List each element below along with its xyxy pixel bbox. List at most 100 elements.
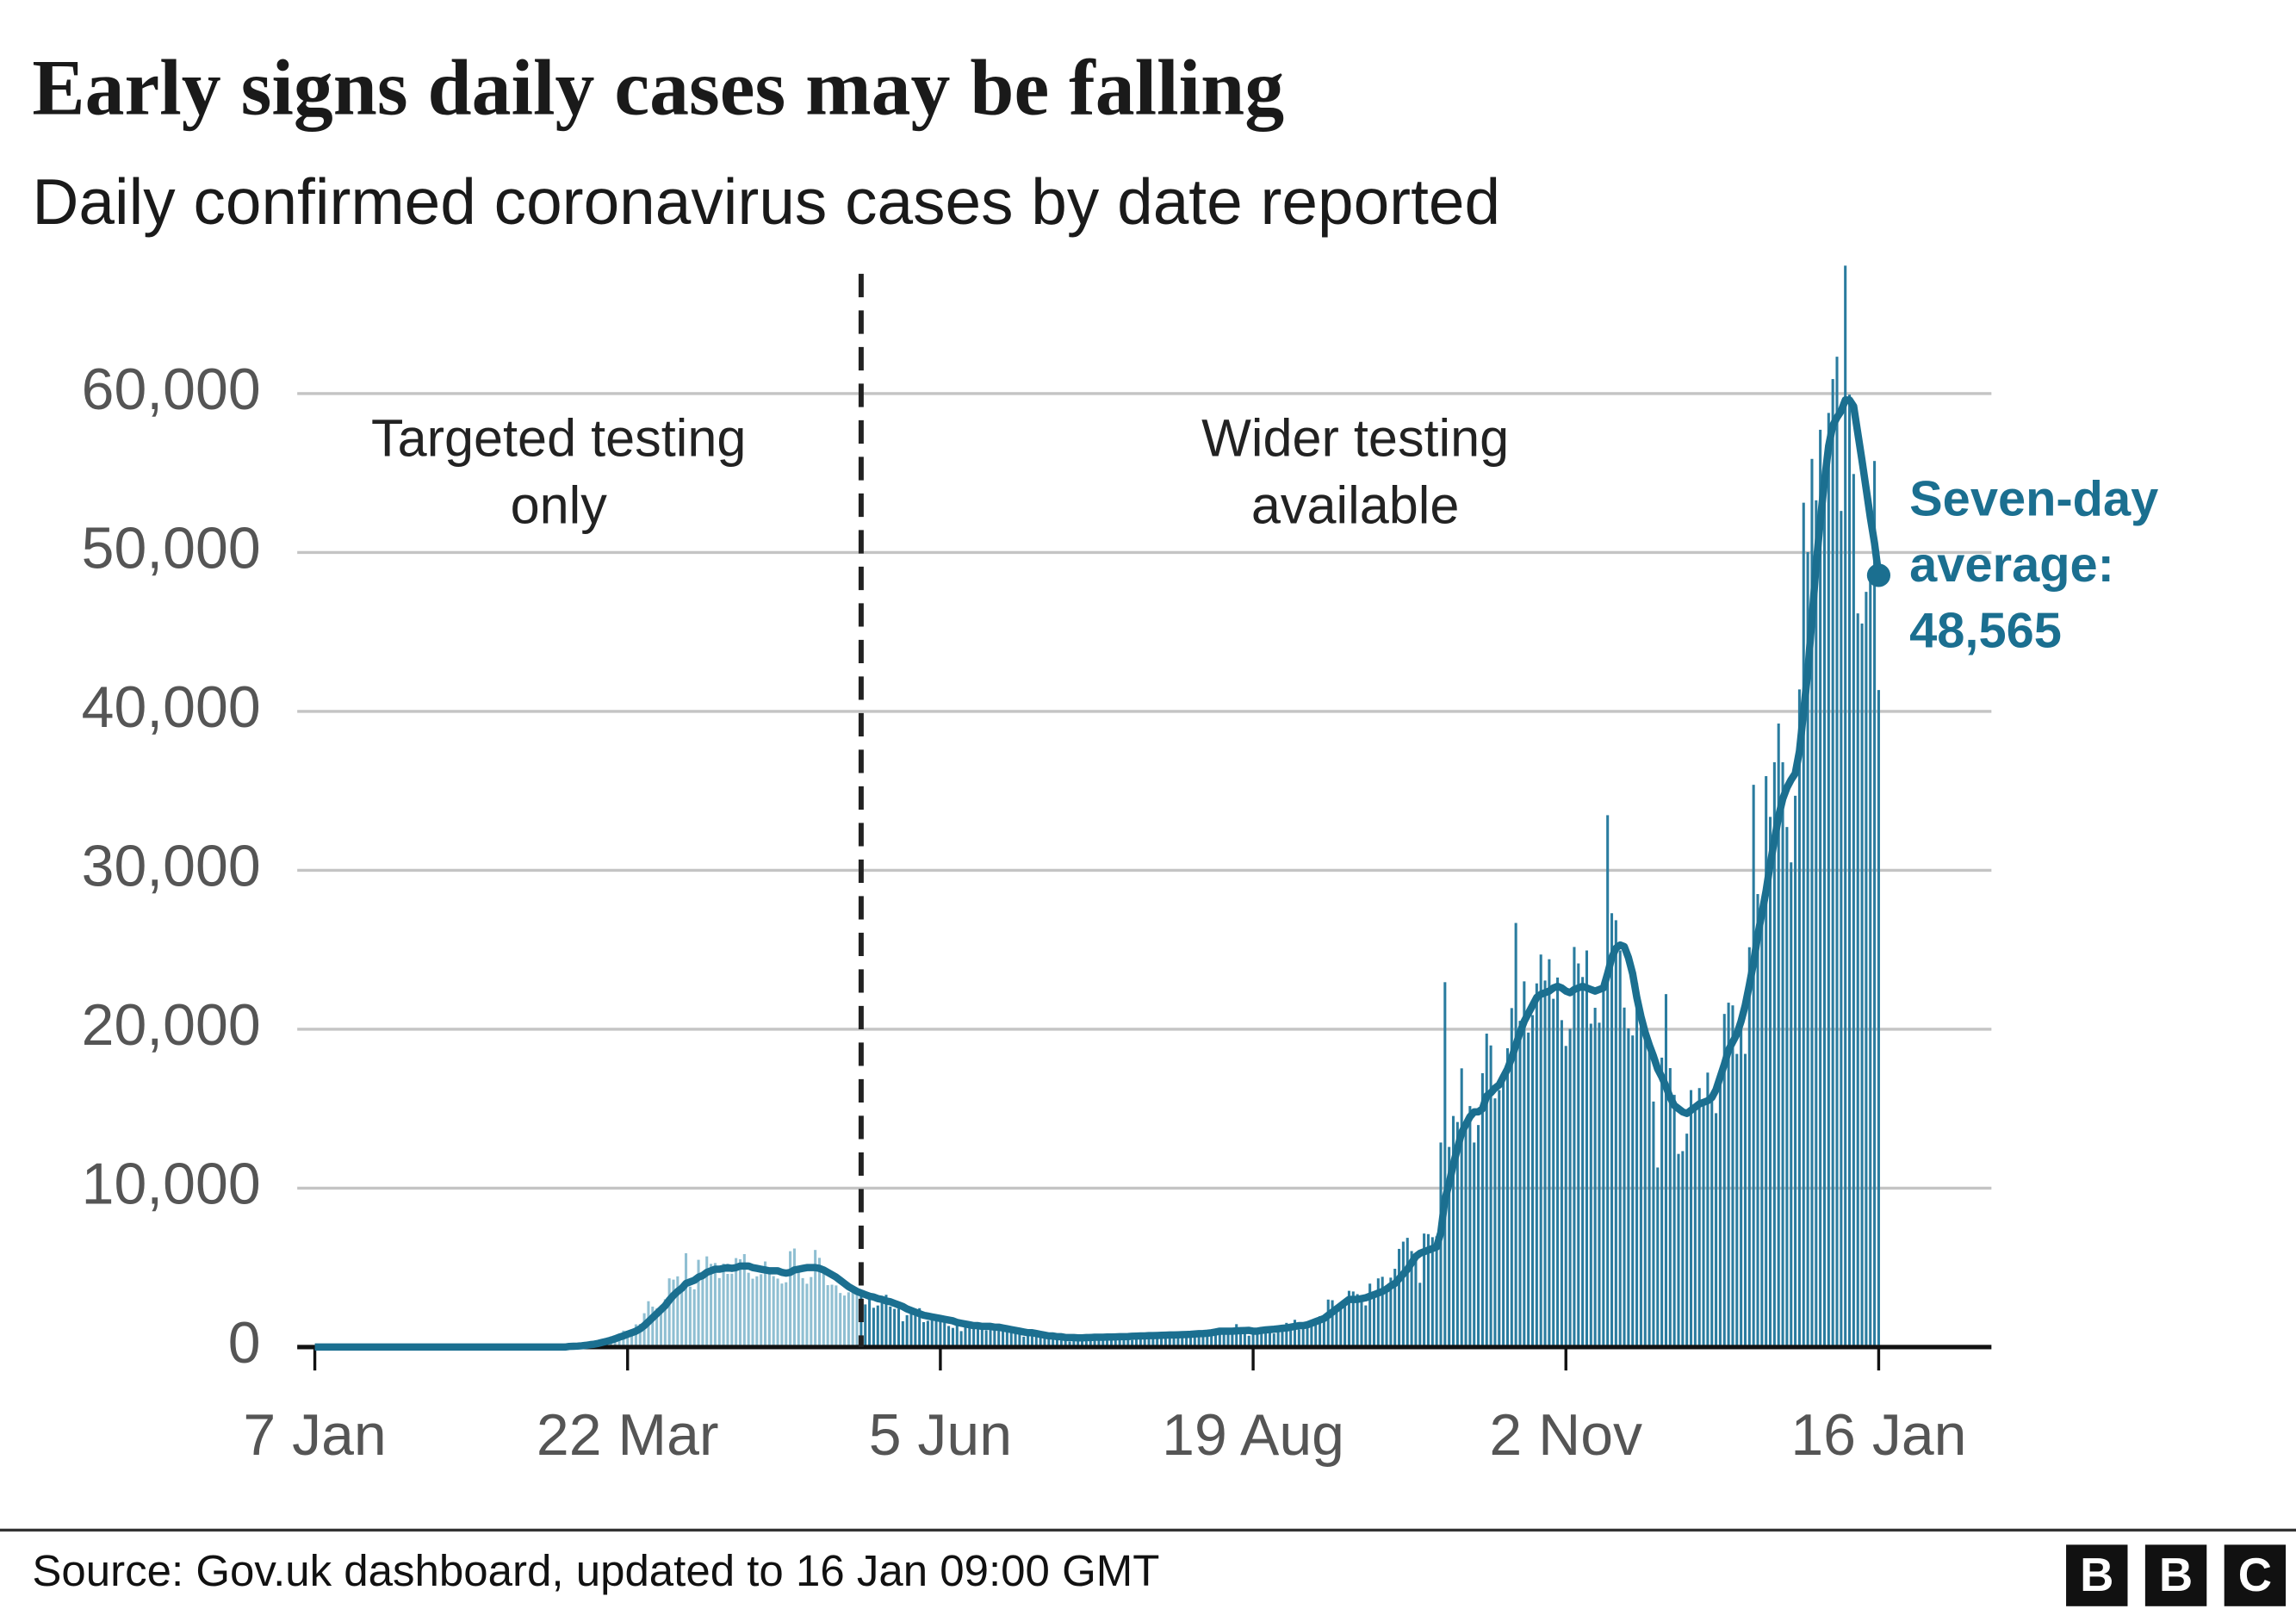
annotation: Wider testing bbox=[1201, 409, 1509, 468]
bar bbox=[1543, 980, 1547, 1347]
average-label: Seven-day bbox=[1909, 471, 2158, 526]
bar bbox=[1693, 1110, 1697, 1347]
bar bbox=[1039, 1333, 1042, 1347]
bar bbox=[1635, 983, 1639, 1347]
bar bbox=[1235, 1324, 1238, 1347]
bar bbox=[676, 1276, 679, 1347]
bar bbox=[763, 1261, 767, 1347]
y-tick-label: 10,000 bbox=[82, 1151, 261, 1216]
bar bbox=[672, 1279, 675, 1347]
bar bbox=[1306, 1326, 1309, 1347]
bar bbox=[1518, 1021, 1522, 1347]
bar bbox=[1743, 1053, 1747, 1347]
bar bbox=[1414, 1256, 1418, 1347]
bar bbox=[1243, 1330, 1246, 1347]
bar bbox=[1239, 1330, 1243, 1347]
bar bbox=[789, 1251, 792, 1347]
bar bbox=[1168, 1333, 1171, 1347]
bar bbox=[1160, 1334, 1164, 1347]
bar bbox=[1873, 461, 1877, 1347]
bar bbox=[1081, 1339, 1084, 1347]
bar bbox=[1364, 1305, 1368, 1347]
bar bbox=[1398, 1248, 1401, 1347]
bar bbox=[1030, 1331, 1033, 1347]
bar bbox=[872, 1308, 875, 1347]
bar bbox=[1485, 1034, 1488, 1347]
bar bbox=[1156, 1336, 1159, 1347]
bar bbox=[1697, 1088, 1701, 1347]
bar bbox=[1331, 1300, 1334, 1347]
bar bbox=[980, 1326, 984, 1347]
bar bbox=[1505, 1048, 1509, 1347]
bar bbox=[1064, 1339, 1067, 1347]
bar bbox=[730, 1273, 734, 1347]
bar bbox=[1585, 950, 1588, 1347]
bar bbox=[1134, 1338, 1139, 1347]
bar bbox=[922, 1321, 926, 1347]
bar bbox=[1489, 1045, 1492, 1347]
bar bbox=[930, 1317, 934, 1347]
bar bbox=[1052, 1338, 1055, 1347]
bar bbox=[1301, 1324, 1305, 1347]
bar bbox=[1685, 1134, 1689, 1347]
bar bbox=[692, 1289, 696, 1347]
bar bbox=[1502, 1077, 1505, 1347]
bar bbox=[1527, 1032, 1530, 1347]
bar bbox=[1385, 1284, 1388, 1347]
bar bbox=[1077, 1337, 1080, 1347]
bar bbox=[1222, 1331, 1226, 1347]
bar bbox=[1143, 1334, 1146, 1347]
bar bbox=[1406, 1238, 1409, 1347]
bar bbox=[1260, 1330, 1263, 1347]
bar bbox=[1034, 1332, 1038, 1347]
bar bbox=[1577, 963, 1580, 1347]
bar bbox=[1351, 1291, 1355, 1347]
bar bbox=[1356, 1294, 1359, 1347]
bar bbox=[914, 1314, 917, 1347]
bar bbox=[776, 1278, 779, 1347]
bar bbox=[1389, 1277, 1393, 1347]
bar bbox=[1480, 1072, 1484, 1347]
bar bbox=[1827, 413, 1830, 1347]
y-tick-label: 0 bbox=[228, 1310, 261, 1376]
bar bbox=[717, 1277, 721, 1347]
logo-letter: C bbox=[2238, 1549, 2272, 1601]
bar bbox=[1493, 1098, 1497, 1347]
bar bbox=[1310, 1323, 1313, 1347]
bar bbox=[814, 1250, 817, 1347]
bar bbox=[1623, 1007, 1626, 1347]
bar bbox=[968, 1322, 971, 1347]
bar bbox=[1281, 1330, 1284, 1347]
bar bbox=[1126, 1335, 1130, 1347]
bar bbox=[1210, 1330, 1213, 1347]
bar bbox=[839, 1293, 842, 1347]
bar bbox=[1668, 1068, 1672, 1347]
bar bbox=[767, 1269, 771, 1347]
bar bbox=[1197, 1332, 1201, 1347]
bar bbox=[1448, 1146, 1451, 1347]
bar bbox=[1706, 1072, 1710, 1347]
bar bbox=[905, 1314, 909, 1347]
bar bbox=[1810, 458, 1814, 1347]
bar bbox=[1702, 1100, 1705, 1347]
bar bbox=[1289, 1326, 1293, 1347]
logo-letter: B bbox=[2080, 1549, 2113, 1601]
bar bbox=[651, 1306, 655, 1347]
bar bbox=[1677, 1153, 1680, 1347]
bar bbox=[1226, 1333, 1230, 1347]
bar bbox=[1760, 916, 1764, 1347]
x-tick-label: 7 Jan bbox=[243, 1402, 386, 1468]
logo-box bbox=[2224, 1544, 2287, 1606]
bar bbox=[864, 1304, 867, 1347]
bar bbox=[1423, 1233, 1426, 1347]
bar bbox=[964, 1326, 967, 1347]
bar bbox=[1401, 1241, 1405, 1347]
y-tick-label: 30,000 bbox=[82, 833, 261, 898]
bar bbox=[697, 1259, 700, 1347]
x-tick-label: 16 Jan bbox=[1790, 1402, 1966, 1468]
annotation: Targeted testing bbox=[371, 409, 746, 468]
bar bbox=[1731, 1005, 1734, 1347]
bar bbox=[1727, 1003, 1730, 1347]
bar bbox=[1643, 1031, 1647, 1347]
bar bbox=[918, 1308, 922, 1347]
